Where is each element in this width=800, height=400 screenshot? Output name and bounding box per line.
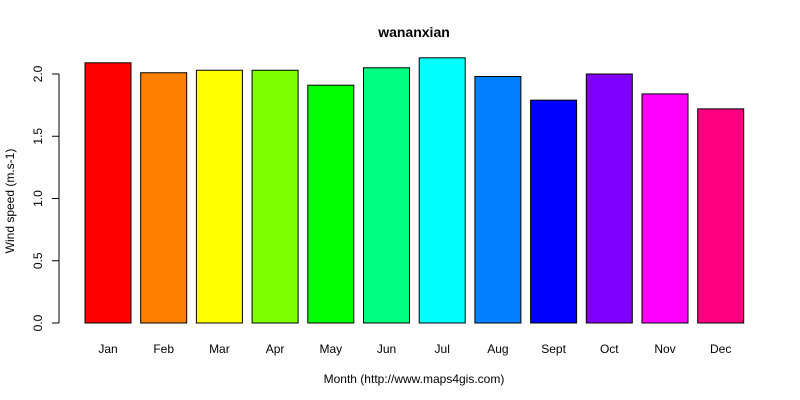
x-tick-label: Apr	[266, 342, 285, 356]
bar-jun	[363, 67, 410, 324]
bar-jul	[418, 57, 466, 324]
x-tick-label: May	[319, 342, 342, 356]
chart-title: wananxian	[377, 24, 450, 40]
bar-nov	[641, 93, 689, 324]
y-axis: 0.0 0.5 1.0 1.5 2.0	[31, 65, 60, 331]
bar-dec	[697, 108, 745, 324]
x-tick-label: Jun	[377, 342, 396, 356]
y-tick-label: 1.5	[31, 128, 45, 145]
bar-sept	[530, 99, 578, 324]
y-tick-label: 1.0	[31, 190, 45, 207]
y-tick-label: 2.0	[31, 65, 45, 82]
x-tick-labels: Jan Feb Mar Apr May Jun Jul Aug Sept Oct Nov Dec	[98, 342, 731, 356]
bar-apr	[251, 69, 299, 324]
bar-oct	[585, 73, 633, 324]
x-tick-label: Dec	[710, 342, 731, 356]
y-tick-label: 0.0	[31, 314, 45, 331]
x-tick-label: Jul	[435, 342, 450, 356]
bar-may	[307, 84, 355, 324]
y-axis-label: Wind speed (m.s-1)	[3, 149, 17, 254]
bars-group	[84, 57, 745, 324]
x-tick-label: Jan	[98, 342, 117, 356]
x-tick-label: Oct	[600, 342, 619, 356]
x-axis-label: Month (http://www.maps4gis.com)	[324, 372, 505, 386]
y-tick-label: 0.5	[31, 252, 45, 269]
x-tick-label: Sept	[541, 342, 566, 356]
bar-mar	[195, 69, 243, 324]
bar-jan	[84, 62, 132, 324]
x-tick-label: Mar	[209, 342, 230, 356]
x-tick-label: Nov	[654, 342, 675, 356]
x-tick-label: Feb	[153, 342, 174, 356]
x-tick-label: Aug	[487, 342, 508, 356]
bar-aug	[474, 75, 522, 324]
bar-feb	[140, 72, 188, 324]
